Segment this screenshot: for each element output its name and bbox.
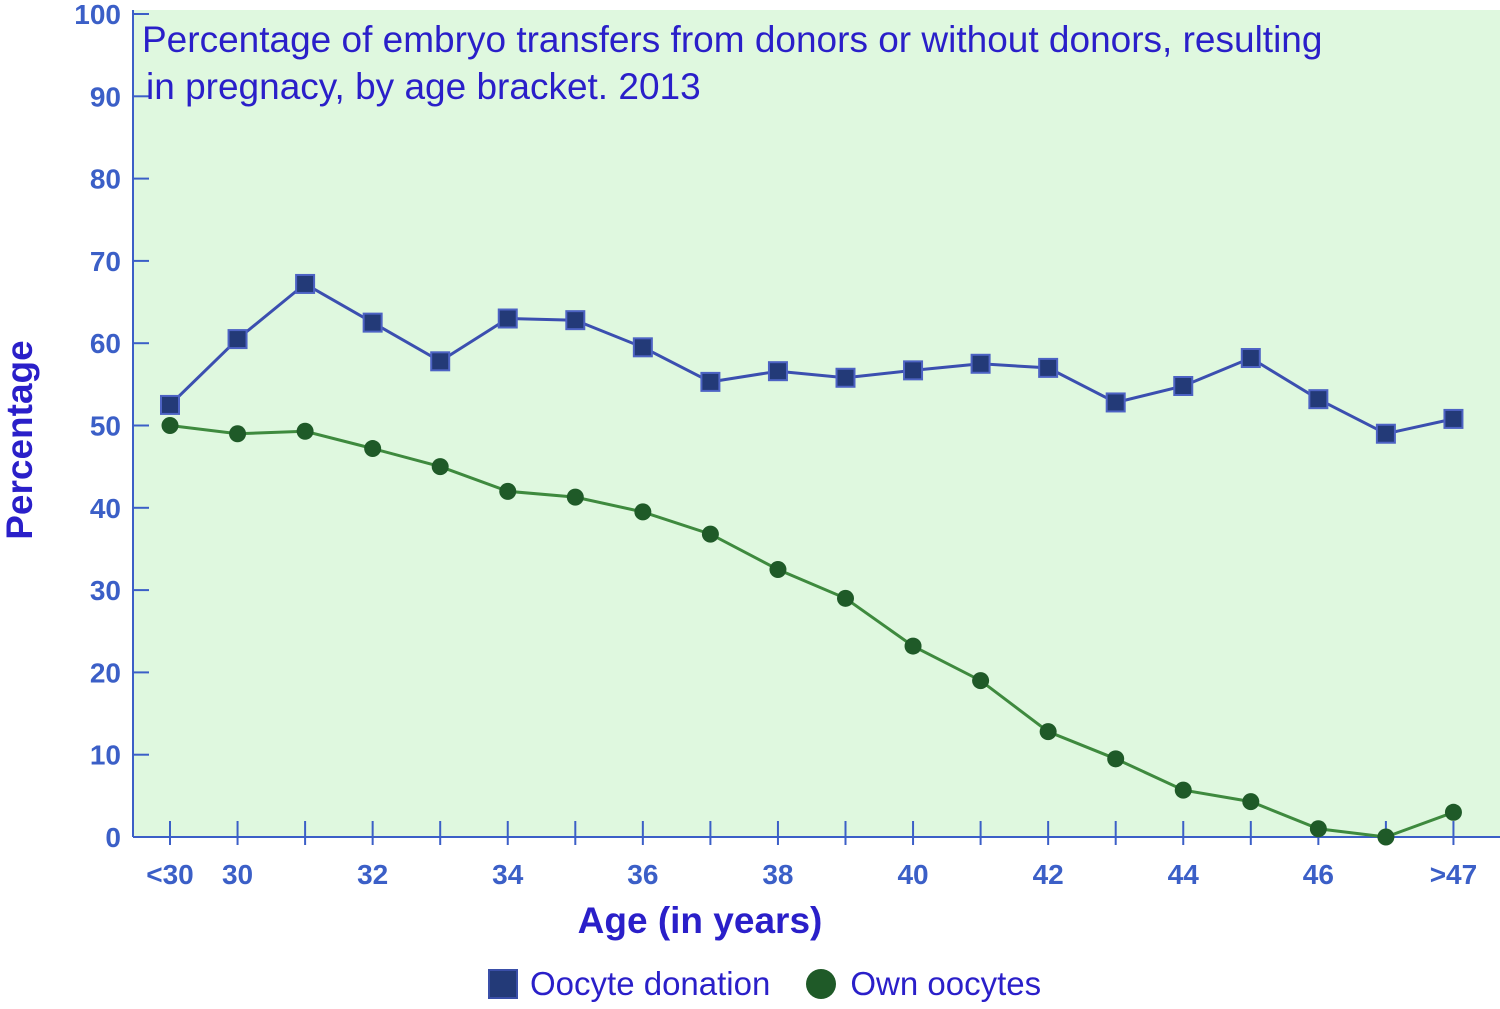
data-point-own-oocytes bbox=[1174, 781, 1192, 799]
data-point-own-oocytes bbox=[431, 458, 449, 476]
data-point-own-oocytes bbox=[499, 482, 517, 500]
x-axis: <30 30 32 34 36 38 40 42 44 46 >47 bbox=[133, 821, 1500, 890]
data-point-own-oocytes bbox=[972, 672, 990, 690]
data-point-oocyte-donation bbox=[1038, 357, 1059, 378]
data-point-oocyte-donation bbox=[903, 360, 924, 381]
legend: Oocyte donation Own oocytes bbox=[488, 962, 1077, 1006]
data-point-own-oocytes bbox=[1444, 803, 1462, 821]
data-point-oocyte-donation bbox=[1308, 389, 1329, 410]
y-tick-label: 20 bbox=[90, 657, 121, 688]
x-tick-label: 34 bbox=[492, 859, 524, 890]
data-point-oocyte-donation bbox=[1443, 408, 1464, 429]
legend-square-marker-icon bbox=[488, 969, 518, 999]
data-point-own-oocytes bbox=[1309, 820, 1327, 838]
data-point-own-oocytes bbox=[364, 440, 382, 458]
chart-title-line1: Percentage of embryo transfers from dono… bbox=[142, 19, 1323, 60]
x-tick-label: 38 bbox=[762, 859, 793, 890]
legend-item-own-oocytes: Own oocytes bbox=[806, 965, 1041, 1003]
x-tick-label: 42 bbox=[1033, 859, 1064, 890]
data-point-oocyte-donation bbox=[700, 371, 721, 392]
data-point-oocyte-donation bbox=[1173, 375, 1194, 396]
y-tick-label: 10 bbox=[90, 740, 121, 771]
x-axis-label: Age (in years) bbox=[577, 900, 823, 941]
y-tick-label: 90 bbox=[90, 81, 121, 112]
data-point-oocyte-donation bbox=[632, 337, 653, 358]
data-point-own-oocytes bbox=[296, 422, 314, 440]
data-point-oocyte-donation bbox=[160, 394, 180, 415]
data-point-own-oocytes bbox=[1039, 723, 1057, 741]
y-tick-label: 0 bbox=[105, 822, 121, 853]
chart-title-line2: in pregnacy, by age bracket. 2013 bbox=[146, 66, 701, 107]
data-point-own-oocytes bbox=[161, 417, 179, 434]
series-line-oocyte-donation bbox=[168, 282, 1454, 436]
data-point-oocyte-donation bbox=[565, 310, 586, 331]
y-axis-label: Percentage bbox=[0, 340, 40, 540]
data-point-own-oocytes bbox=[1107, 750, 1125, 768]
data-point-own-oocytes bbox=[634, 503, 652, 521]
data-point-oocyte-donation bbox=[970, 353, 991, 374]
y-tick-label: 50 bbox=[90, 411, 121, 442]
data-point-oocyte-donation bbox=[227, 329, 248, 350]
data-point-oocyte-donation bbox=[430, 351, 451, 372]
data-point-oocyte-donation bbox=[362, 312, 383, 333]
y-tick-label: 40 bbox=[90, 493, 121, 524]
legend-label-oocyte-donation: Oocyte donation bbox=[530, 965, 771, 1002]
data-point-own-oocytes bbox=[837, 589, 854, 607]
data-point-oocyte-donation bbox=[1105, 392, 1126, 413]
x-tick-label: >47 bbox=[1430, 859, 1478, 890]
data-point-oocyte-donation bbox=[767, 361, 788, 382]
data-point-oocyte-donation bbox=[1375, 423, 1396, 444]
series-line-own-oocytes bbox=[169, 424, 1455, 839]
data-point-oocyte-donation bbox=[1240, 348, 1261, 369]
plot-area bbox=[133, 10, 1500, 837]
legend-label-own-oocytes: Own oocytes bbox=[850, 965, 1042, 1002]
data-point-own-oocytes bbox=[566, 488, 584, 506]
data-point-oocyte-donation bbox=[295, 273, 316, 294]
series-layer bbox=[160, 273, 1464, 846]
y-axis: 0 10 20 30 40 50 60 70 80 90 100 bbox=[74, 0, 149, 853]
data-point-own-oocytes bbox=[1377, 828, 1395, 846]
data-point-oocyte-donation bbox=[835, 367, 856, 388]
y-tick-label: 80 bbox=[90, 164, 121, 195]
x-tick-label: 44 bbox=[1168, 859, 1200, 890]
data-point-own-oocytes bbox=[904, 637, 922, 655]
y-tick-label: 70 bbox=[90, 246, 121, 277]
chart-title: Percentage of embryo transfers from dono… bbox=[142, 16, 1482, 110]
y-tick-label: 100 bbox=[74, 0, 121, 30]
legend-item-oocyte-donation: Oocyte donation bbox=[488, 965, 770, 1003]
x-tick-label: 30 bbox=[222, 859, 253, 890]
x-tick-label: 32 bbox=[357, 859, 388, 890]
data-point-own-oocytes bbox=[769, 561, 787, 579]
y-tick-label: 60 bbox=[90, 328, 121, 359]
data-point-own-oocytes bbox=[229, 425, 247, 443]
x-tick-label: 40 bbox=[897, 859, 928, 890]
data-point-own-oocytes bbox=[1242, 793, 1260, 811]
data-point-own-oocytes bbox=[701, 525, 719, 543]
legend-circle-marker-icon bbox=[806, 969, 837, 999]
x-tick-label: 46 bbox=[1303, 859, 1334, 890]
y-tick-label: 30 bbox=[90, 575, 121, 606]
x-tick-label: <30 bbox=[146, 859, 194, 890]
data-point-oocyte-donation bbox=[497, 308, 518, 329]
x-tick-label: 36 bbox=[627, 859, 658, 890]
